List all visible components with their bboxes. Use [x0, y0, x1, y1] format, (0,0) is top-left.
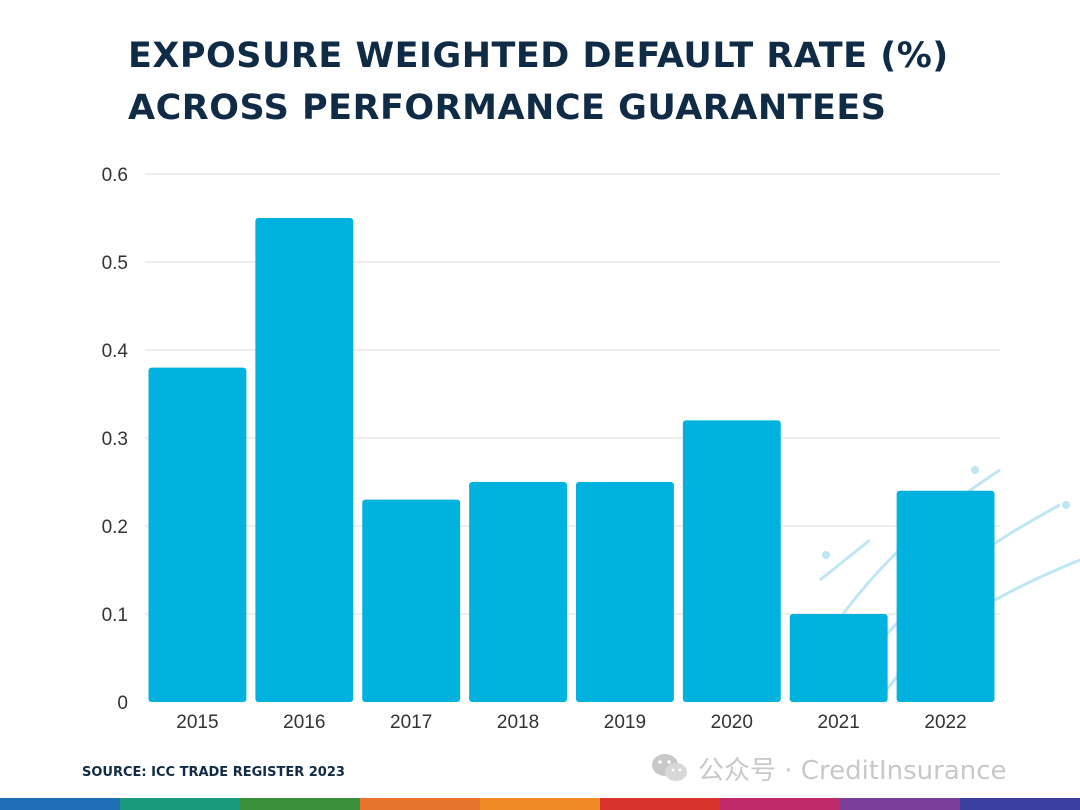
y-tick-label: 0.5	[102, 253, 128, 274]
y-tick-label: 0.6	[102, 165, 128, 186]
y-tick-label: 0.4	[102, 341, 129, 362]
stripe-segment	[600, 798, 720, 810]
source-note: SOURCE: ICC TRADE REGISTER 2023	[82, 765, 345, 780]
y-axis-ticks: 0 0.1 0.2 0.3 0.4 0.5 0.6	[102, 165, 129, 714]
stripe-segment	[360, 798, 480, 810]
x-axis-ticks: 2015 2016 2017 2018 2019 2020 2021 2022	[176, 712, 966, 733]
chart-title: EXPOSURE WEIGHTED DEFAULT RATE (%) ACROS…	[128, 30, 1028, 134]
y-tick-label: 0.2	[102, 517, 128, 538]
stripe-segment	[480, 798, 600, 810]
stripe-segment	[240, 798, 360, 810]
x-tick-label: 2020	[711, 712, 753, 733]
x-tick-label: 2021	[818, 712, 860, 733]
bar-2016	[255, 218, 354, 702]
chart-title-line-2: ACROSS PERFORMANCE GUARANTEES	[128, 88, 887, 128]
x-tick-label: 2015	[176, 712, 218, 733]
bar-2018	[469, 482, 567, 702]
stripe-segment	[120, 798, 240, 810]
bar-2020	[682, 420, 781, 702]
y-tick-label: 0.1	[102, 605, 128, 626]
stripe-segment	[720, 798, 840, 810]
y-tick-label: 0.3	[102, 429, 128, 450]
bar-2019	[576, 482, 674, 702]
x-tick-label: 2022	[924, 712, 966, 733]
bar-2017	[362, 499, 461, 702]
stripe-segment	[840, 798, 960, 810]
stripe-segment	[0, 798, 120, 810]
x-tick-label: 2016	[283, 712, 325, 733]
bar-2015	[148, 367, 247, 702]
x-tick-label: 2019	[604, 712, 646, 733]
decor-dot	[1062, 501, 1070, 509]
wechat-icon	[652, 754, 687, 781]
watermark: 公众号 · CreditInsurance	[650, 748, 1007, 788]
bar-2021	[789, 614, 888, 702]
stripe-segment	[960, 798, 1080, 810]
x-tick-label: 2017	[390, 712, 432, 733]
bottom-color-stripe	[0, 798, 1080, 810]
bar-2022	[896, 490, 995, 702]
decor-dot	[822, 551, 830, 559]
decor-dot	[971, 466, 979, 474]
watermark-text: 公众号 · CreditInsurance	[698, 755, 1007, 786]
decor-line	[819, 538, 871, 582]
y-tick-label: 0	[117, 693, 128, 714]
bars	[148, 218, 995, 702]
chart-title-line-1: EXPOSURE WEIGHTED DEFAULT RATE (%)	[128, 36, 949, 76]
x-tick-label: 2018	[497, 712, 539, 733]
